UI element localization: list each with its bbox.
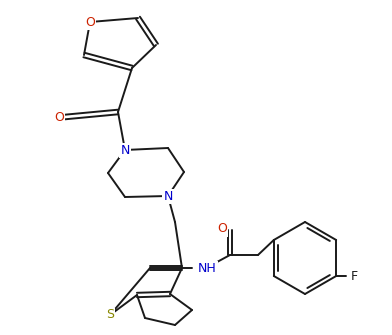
- Text: O: O: [54, 111, 64, 124]
- Text: O: O: [85, 15, 95, 28]
- Text: N: N: [163, 190, 173, 202]
- Text: O: O: [217, 222, 227, 236]
- Text: N: N: [120, 143, 130, 156]
- Text: S: S: [106, 309, 114, 322]
- Text: F: F: [350, 269, 358, 282]
- Text: NH: NH: [198, 262, 217, 274]
